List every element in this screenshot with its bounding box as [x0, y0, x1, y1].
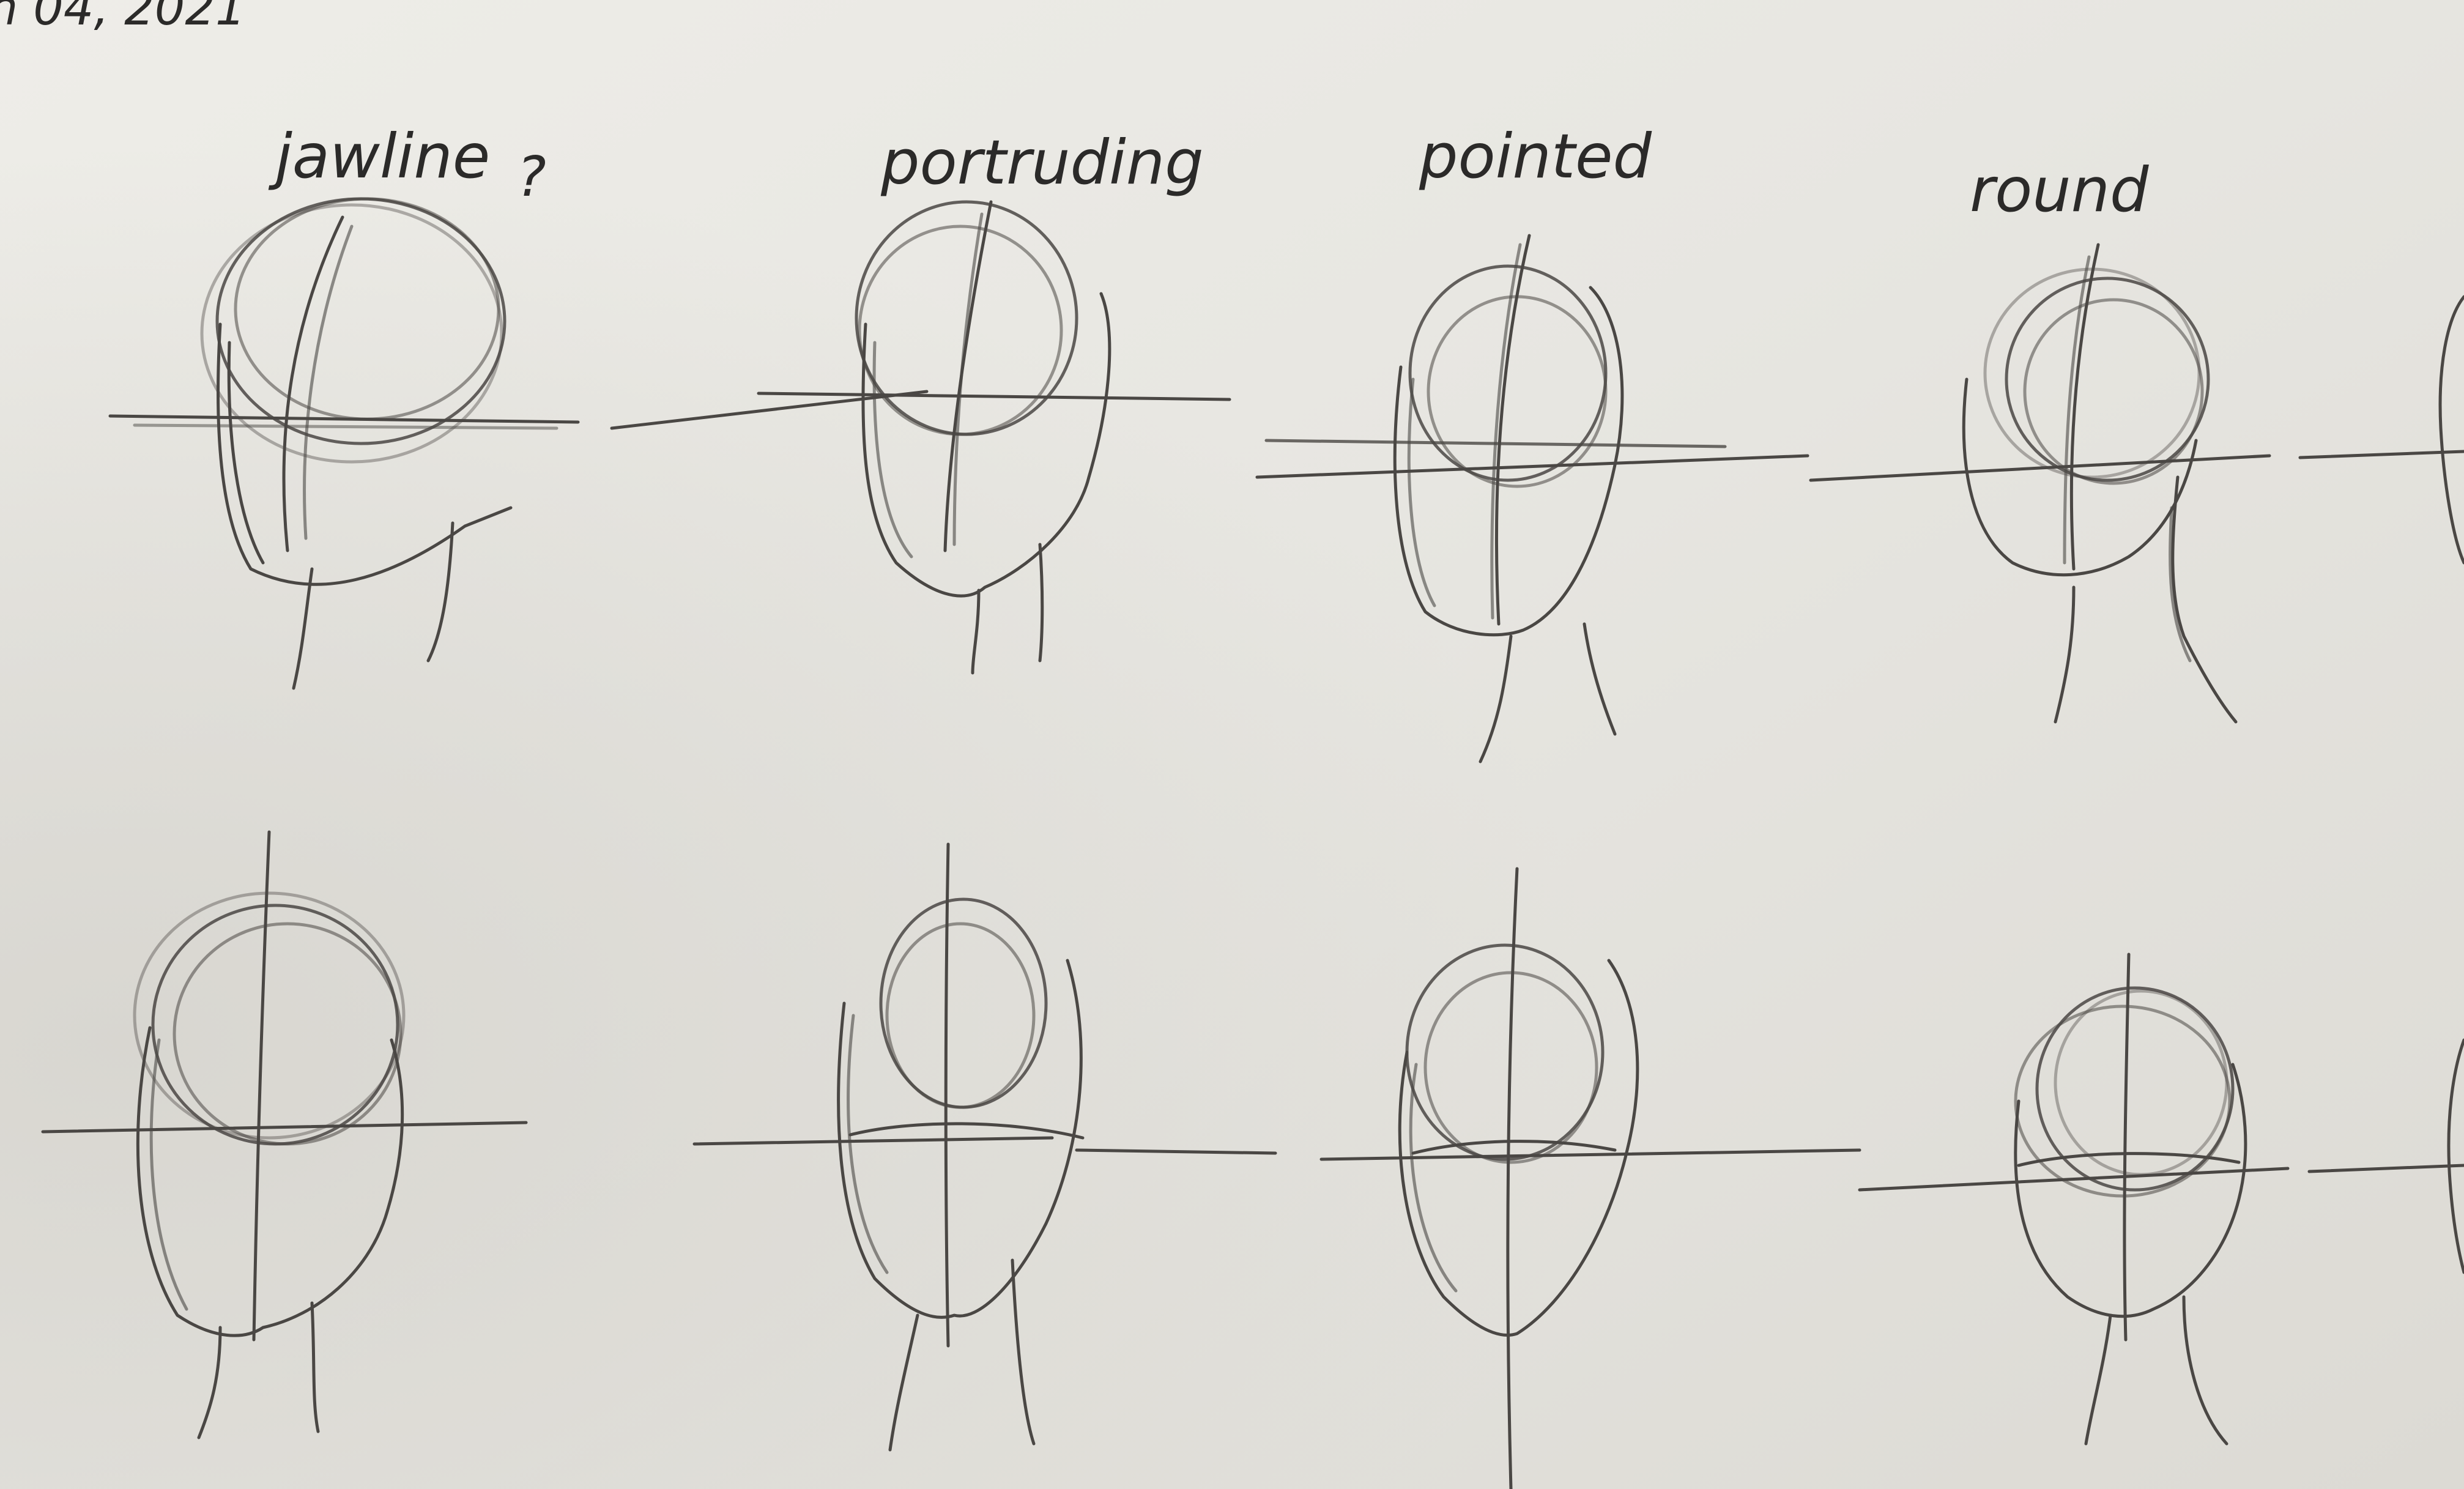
head-sketch-pointed-bottom — [1319, 867, 1861, 1489]
date-fragment: n 04, 2021 — [0, 0, 246, 36]
head-sketch-round-bottom — [1858, 952, 2290, 1446]
head-sketch-pointed-top — [1255, 234, 1809, 763]
head-sketch-round-top — [1809, 243, 2271, 724]
head-sketch-jawline-bottom — [41, 830, 528, 1439]
question-mark: ? — [517, 145, 546, 209]
label-round: round — [1970, 154, 2149, 226]
head-sketch-jawline-top — [108, 197, 580, 690]
head-sketch-portruding-bottom — [692, 842, 1277, 1452]
head-sketch-portruding-top — [610, 200, 1231, 675]
label-portruding: portruding — [880, 127, 1204, 198]
head-sketch-partial-top — [2298, 295, 2464, 565]
head-sketch-partial-bottom — [2307, 1038, 2464, 1274]
label-pointed: pointed — [1419, 121, 1652, 192]
label-jawline: jawline — [268, 121, 490, 192]
